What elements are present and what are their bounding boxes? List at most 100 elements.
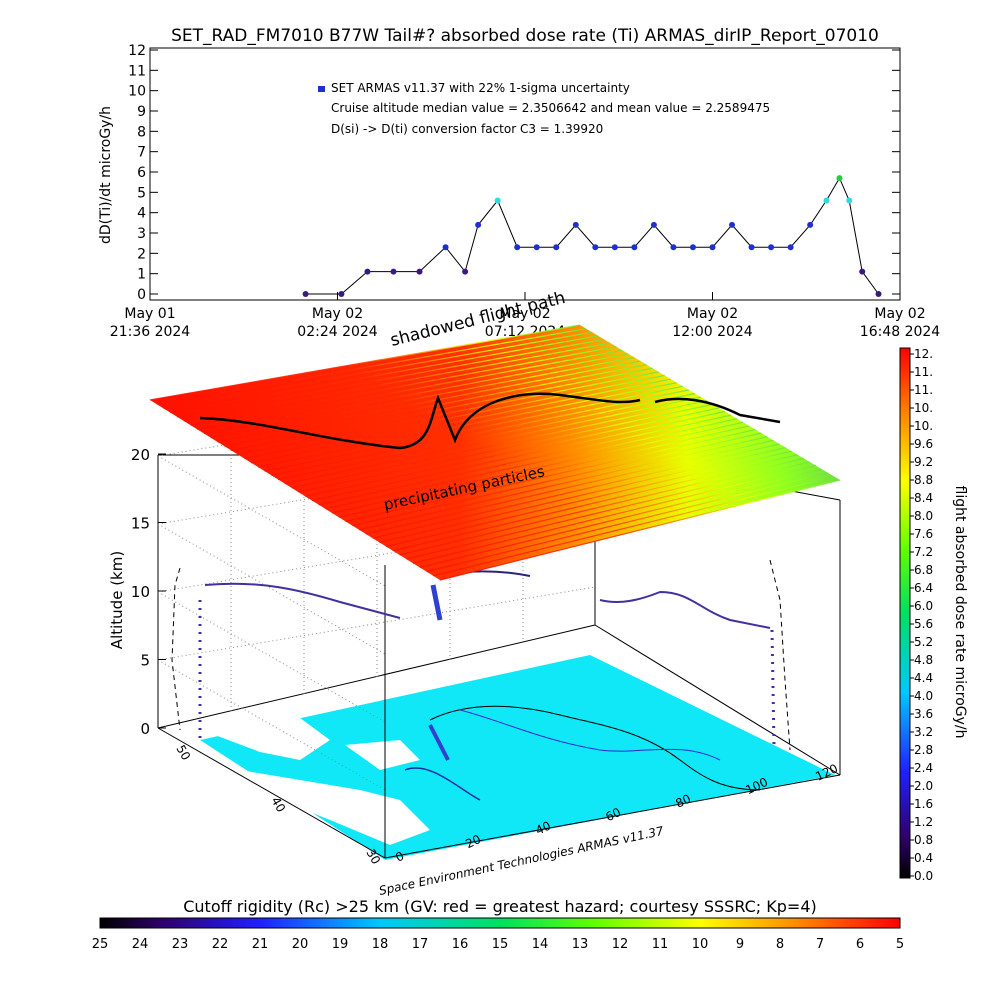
dose-rate-point xyxy=(689,244,696,251)
map-border xyxy=(429,705,761,791)
top-y-tick-label: 10 xyxy=(128,84,146,100)
particle-sheet-line xyxy=(237,371,659,456)
particle-sheet xyxy=(149,324,841,581)
latitude-tick-label: 30 xyxy=(363,847,383,867)
particle-sheet-line xyxy=(149,324,581,401)
rigidity-colorbar-tick-label: 16 xyxy=(452,937,469,952)
particle-sheet-line xyxy=(412,464,816,564)
particle-sheet-line xyxy=(170,335,599,414)
rigidity-colorbar-tick-label: 23 xyxy=(172,937,189,952)
dose-colorbar-tick-label: 8.0 xyxy=(914,509,933,523)
dose-rate-point xyxy=(302,291,309,297)
dose-colorbar-tick-label: 6.4 xyxy=(914,581,933,595)
box-grid-line xyxy=(157,586,596,661)
altitude-tick-label: 5 xyxy=(140,652,150,670)
particle-sheet-line xyxy=(406,461,810,560)
dose-colorbar-tick-label: 8.8 xyxy=(914,473,933,487)
map-coastline xyxy=(404,767,481,801)
shadow-path-segment-c xyxy=(430,584,443,621)
main-title: SET_RAD_FM7010 B77W Tail#? absorbed dose… xyxy=(171,26,879,46)
note-conversion-factor: D(si) -> D(ti) conversion factor C3 = 1.… xyxy=(331,122,603,136)
dose-rate-point xyxy=(533,244,540,251)
altitude-tick-label: 0 xyxy=(140,720,150,738)
particle-sheet-line xyxy=(298,403,714,493)
particle-sheet-line xyxy=(271,389,689,476)
rigidity-colorbar-tick-label: 10 xyxy=(692,937,709,952)
dose-rate-point xyxy=(572,221,579,228)
top-y-tick-label: 2 xyxy=(137,246,146,262)
dose-colorbar-tick-label: 9.6 xyxy=(914,437,933,451)
dose-colorbar-gradient xyxy=(899,347,911,879)
top-y-tick-label: 3 xyxy=(137,226,146,242)
dose-colorbar-tick-label: 6.8 xyxy=(914,563,933,577)
top-x-tick-date: May 02 xyxy=(874,306,925,322)
top-y-tick-label: 4 xyxy=(137,206,146,222)
particle-sheet-line xyxy=(183,342,611,422)
legend-marker xyxy=(318,86,325,92)
altitude-tick-label: 15 xyxy=(131,515,150,533)
dose-rate-point xyxy=(823,197,830,204)
particle-sheet-line xyxy=(379,446,786,543)
top-x-tick-date: May 02 xyxy=(312,306,363,322)
dose-rate-point xyxy=(338,291,345,297)
altitude-tick-label: 20 xyxy=(131,446,150,464)
dose-colorbar: 0.0 0.4 0.8 1.2 1.6 2.0 2.4 2.8 3.2 3.6 4.0 4.4 4.8 5… xyxy=(899,347,968,883)
dose-rate-point xyxy=(631,244,638,251)
particle-sheet-line xyxy=(426,472,829,573)
particle-sheet-line xyxy=(251,378,671,464)
particle-sheet-line xyxy=(318,414,732,506)
dose-rate-point xyxy=(709,244,716,251)
dose-rate-point xyxy=(846,197,853,204)
box-grid-line xyxy=(157,523,386,655)
dose-colorbar-tick-label: 4.8 xyxy=(914,653,933,667)
longitude-tick-label: 80 xyxy=(673,792,693,811)
rigidity-colorbar-tick-label: 21 xyxy=(252,937,269,952)
particle-sheet-line xyxy=(278,392,696,481)
dose-colorbar-tick-label: 7.2 xyxy=(914,545,933,559)
rigidity-colorbar-tick-label: 13 xyxy=(572,937,589,952)
top-y-tick-label: 6 xyxy=(137,165,146,181)
particle-sheet-line xyxy=(311,410,726,502)
flight-path-top-east xyxy=(654,397,781,424)
dose-colorbar-tick-label: 3.2 xyxy=(914,725,933,739)
shadow-path-segment-a xyxy=(204,582,401,619)
dose-rate-point xyxy=(494,197,501,204)
flight-path-top xyxy=(199,392,641,450)
top-y-tick-label: 7 xyxy=(137,145,146,161)
particle-sheet-line xyxy=(156,328,587,405)
dose-rate-line xyxy=(305,176,879,295)
longitude-tick-label: 60 xyxy=(603,805,623,824)
top-y-tick-label: 5 xyxy=(137,185,146,201)
dose-rate-point xyxy=(442,244,449,251)
dose-rate-point xyxy=(364,268,371,275)
dose-rate-point xyxy=(462,268,469,275)
dose-colorbar-tick-label: 3.6 xyxy=(914,707,933,721)
dose-rate-point xyxy=(768,244,775,251)
rigidity-colorbar-tick-label: 11 xyxy=(652,937,669,952)
rigidity-colorbar-tick-label: 18 xyxy=(372,937,389,952)
rigidity-colorbar-tick-label: 6 xyxy=(856,937,864,952)
dose-colorbar-tick-label: 2.0 xyxy=(914,779,933,793)
dose-rate-point xyxy=(729,221,736,228)
particle-sheet-line xyxy=(372,443,780,539)
particle-sheet-line xyxy=(203,353,629,435)
particle-sheet-line xyxy=(358,436,768,531)
particle-sheet-line xyxy=(331,421,744,514)
projection-dashed-right xyxy=(769,559,791,751)
particle-sheet-line xyxy=(325,418,738,510)
top-x-tick-time: 21:36 2024 xyxy=(110,324,191,340)
dose-colorbar-tick-label: 9.2 xyxy=(914,455,933,469)
latitude-tick-label: 50 xyxy=(173,743,193,763)
top-x-tick-time: 12:00 2024 xyxy=(672,324,753,340)
particle-sheet-line xyxy=(163,331,593,409)
longitude-tick-label: 40 xyxy=(533,819,553,838)
dose-colorbar-ticks: 0.0 0.4 0.8 1.2 1.6 2.0 2.4 2.8 3.2 3.6 4.0 4.4 4.8 5… xyxy=(910,347,933,883)
box-edge xyxy=(594,624,841,776)
dose-colorbar-tick-label: 0.0 xyxy=(914,869,933,883)
dose-rate-point xyxy=(807,221,814,228)
rigidity-colorbar-tick-label: 8 xyxy=(776,937,784,952)
note-median-mean: Cruise altitude median value = 2.3506642… xyxy=(331,101,770,115)
particle-sheet-line xyxy=(338,425,750,518)
particle-sheet-line xyxy=(399,457,804,556)
